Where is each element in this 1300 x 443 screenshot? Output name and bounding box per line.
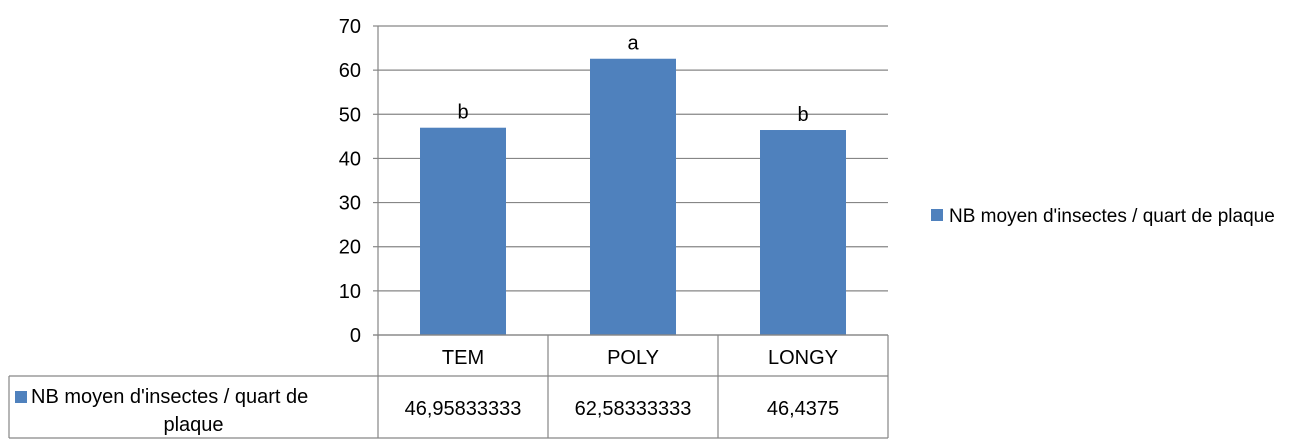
significance-letter: b xyxy=(457,102,468,124)
bar xyxy=(760,130,846,335)
y-tick-label: 30 xyxy=(339,193,361,215)
legend: NB moyen d'insectes / quart de plaque xyxy=(931,203,1291,231)
table-cell-value: 46,4375 xyxy=(767,398,839,420)
table-cell-value: 62,58333333 xyxy=(575,398,692,420)
bar xyxy=(420,127,506,336)
x-tick-label: TEM xyxy=(442,347,484,369)
table-row-label: NB moyen d'insectes / quart de xyxy=(31,386,308,408)
data-table: TEM POLY LONGY 46,95833333 62,58333333 46,437… xyxy=(8,334,889,439)
y-tick-label: 10 xyxy=(339,281,361,303)
y-tick-label: 70 xyxy=(339,16,361,38)
y-tick-label: 0 xyxy=(350,325,361,347)
y-tick-label: 40 xyxy=(339,148,361,170)
table-row-swatch xyxy=(15,391,27,403)
table-row-label: plaque xyxy=(163,414,223,436)
significance-letter: a xyxy=(627,33,639,55)
significance-letter: b xyxy=(797,104,808,126)
table-cell-value: 46,95833333 xyxy=(405,398,522,420)
bars: b a b xyxy=(420,33,846,336)
y-tick-label: 20 xyxy=(339,237,361,259)
y-tick-label: 50 xyxy=(339,104,361,126)
x-tick-label: POLY xyxy=(607,347,659,369)
bar xyxy=(590,58,676,335)
legend-swatch xyxy=(931,209,943,221)
legend-label: NB moyen d'insectes / quart de plaque xyxy=(949,206,1275,227)
x-tick-label: LONGY xyxy=(768,347,838,369)
y-tick-label: 60 xyxy=(339,60,361,82)
